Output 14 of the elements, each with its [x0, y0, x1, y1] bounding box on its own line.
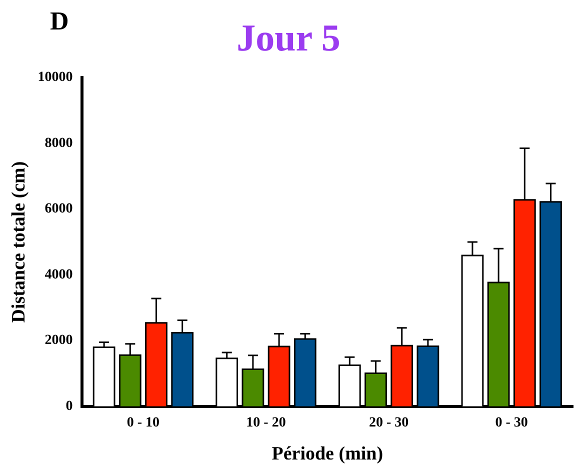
x-tick-label: 0 - 10: [126, 415, 160, 430]
chart-title: Jour 5: [236, 18, 340, 60]
text: D: [50, 6, 69, 36]
x-tick-label: 0 - 30: [495, 415, 528, 430]
y-tick-label: 6000: [44, 202, 73, 217]
y-tick-label: 10000: [38, 70, 73, 86]
x-axis-title: Période (min): [272, 444, 384, 465]
x-tick-label: 10 - 20: [246, 415, 286, 430]
y-tick-label: 4000: [44, 267, 73, 282]
y-tick-label: 2000: [44, 333, 73, 348]
y-axis-title: Distance totale (cm): [8, 161, 30, 323]
y-tick-label: 0: [66, 399, 73, 414]
x-tick-label: 20 - 30: [368, 415, 409, 430]
y-tick-label: 8000: [44, 136, 73, 151]
